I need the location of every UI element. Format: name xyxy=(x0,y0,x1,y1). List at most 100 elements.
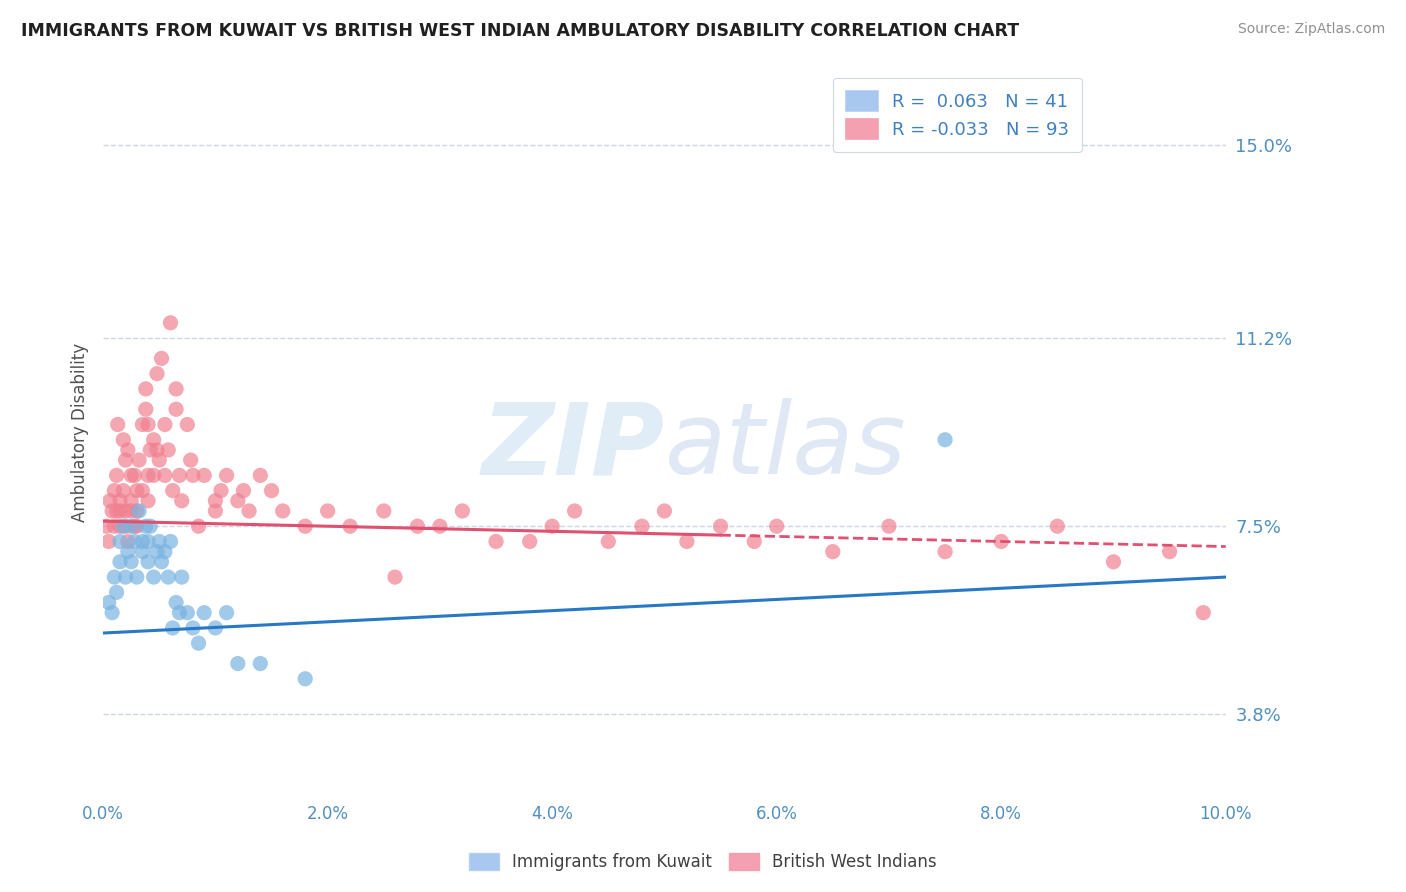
Point xyxy=(162,621,184,635)
Point xyxy=(148,534,170,549)
Point xyxy=(124,534,146,549)
Point xyxy=(765,519,787,533)
Point xyxy=(541,519,564,533)
Point xyxy=(120,493,142,508)
Point xyxy=(1159,544,1181,558)
Point xyxy=(131,534,153,549)
Text: atlas: atlas xyxy=(665,398,905,495)
Point xyxy=(139,442,162,457)
Point xyxy=(429,519,451,533)
Point xyxy=(215,606,238,620)
Point xyxy=(406,519,429,533)
Point xyxy=(136,417,159,432)
Point xyxy=(108,555,131,569)
Point xyxy=(125,504,148,518)
Point xyxy=(108,534,131,549)
Point xyxy=(294,519,316,533)
Point xyxy=(114,504,136,518)
Point xyxy=(990,534,1012,549)
Point xyxy=(709,519,731,533)
Point xyxy=(271,504,294,518)
Point xyxy=(181,468,204,483)
Text: Source: ZipAtlas.com: Source: ZipAtlas.com xyxy=(1237,22,1385,37)
Y-axis label: Ambulatory Disability: Ambulatory Disability xyxy=(72,343,89,522)
Point xyxy=(215,468,238,483)
Point xyxy=(485,534,508,549)
Point xyxy=(117,442,139,457)
Point xyxy=(117,544,139,558)
Point xyxy=(249,657,271,671)
Point xyxy=(165,402,187,417)
Point xyxy=(125,519,148,533)
Point xyxy=(654,504,676,518)
Point xyxy=(821,544,844,558)
Legend: R =  0.063   N = 41, R = -0.033   N = 93: R = 0.063 N = 41, R = -0.033 N = 93 xyxy=(832,78,1083,152)
Legend: Immigrants from Kuwait, British West Indians: Immigrants from Kuwait, British West Ind… xyxy=(461,845,945,880)
Point xyxy=(153,417,176,432)
Point xyxy=(105,504,128,518)
Point xyxy=(934,544,956,558)
Point xyxy=(187,636,209,650)
Point xyxy=(135,402,157,417)
Point xyxy=(142,570,165,584)
Point xyxy=(131,483,153,498)
Point xyxy=(128,504,150,518)
Point xyxy=(112,519,135,533)
Point xyxy=(131,417,153,432)
Point xyxy=(97,534,120,549)
Point xyxy=(249,468,271,483)
Point xyxy=(153,468,176,483)
Point xyxy=(96,519,118,533)
Point xyxy=(120,468,142,483)
Point xyxy=(159,316,181,330)
Point xyxy=(105,585,128,599)
Point xyxy=(101,504,124,518)
Point xyxy=(165,382,187,396)
Point xyxy=(181,621,204,635)
Point xyxy=(676,534,699,549)
Point xyxy=(107,417,129,432)
Point xyxy=(193,606,215,620)
Point xyxy=(170,493,193,508)
Point xyxy=(204,504,226,518)
Point xyxy=(1102,555,1125,569)
Point xyxy=(136,555,159,569)
Point xyxy=(169,606,191,620)
Point xyxy=(176,417,198,432)
Point xyxy=(564,504,586,518)
Point xyxy=(103,570,125,584)
Point xyxy=(238,504,260,518)
Point xyxy=(120,555,142,569)
Point xyxy=(373,504,395,518)
Point xyxy=(176,606,198,620)
Point xyxy=(159,534,181,549)
Point xyxy=(153,544,176,558)
Point xyxy=(112,433,135,447)
Point xyxy=(136,534,159,549)
Point xyxy=(139,519,162,533)
Point xyxy=(108,493,131,508)
Point xyxy=(316,504,339,518)
Point xyxy=(114,519,136,533)
Point xyxy=(451,504,474,518)
Point xyxy=(124,519,146,533)
Point xyxy=(180,453,202,467)
Point xyxy=(193,468,215,483)
Point xyxy=(103,483,125,498)
Point xyxy=(742,534,765,549)
Point xyxy=(384,570,406,584)
Point xyxy=(101,606,124,620)
Point xyxy=(204,621,226,635)
Point xyxy=(103,519,125,533)
Point xyxy=(131,544,153,558)
Point xyxy=(97,595,120,609)
Point xyxy=(339,519,361,533)
Point xyxy=(1046,519,1069,533)
Point xyxy=(98,493,121,508)
Point xyxy=(117,534,139,549)
Point xyxy=(114,453,136,467)
Point xyxy=(519,534,541,549)
Point xyxy=(157,570,180,584)
Text: IMMIGRANTS FROM KUWAIT VS BRITISH WEST INDIAN AMBULATORY DISABILITY CORRELATION : IMMIGRANTS FROM KUWAIT VS BRITISH WEST I… xyxy=(21,22,1019,40)
Point xyxy=(146,442,169,457)
